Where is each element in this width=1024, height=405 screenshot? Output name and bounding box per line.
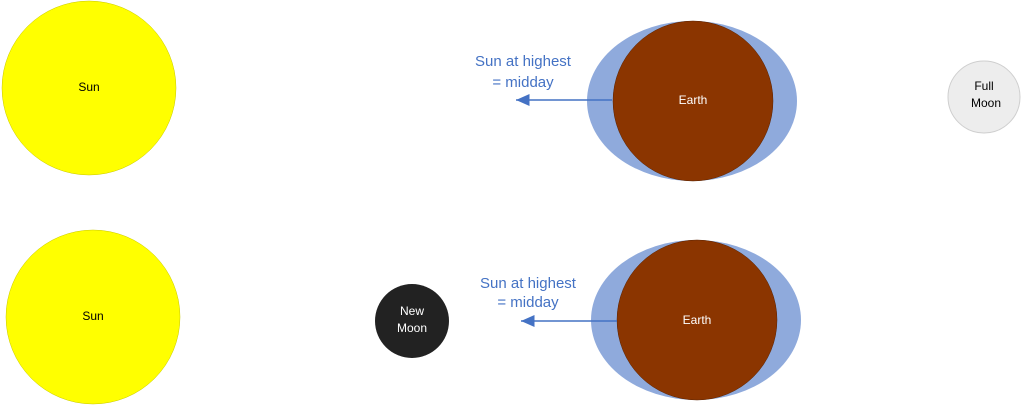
moon xyxy=(375,284,449,358)
moon xyxy=(947,60,1021,134)
moon-label: New xyxy=(400,304,424,318)
earth xyxy=(612,20,774,182)
annotation: Sun at highest xyxy=(475,53,572,70)
annotation: = midday xyxy=(497,294,559,311)
earth-label: Earth xyxy=(679,93,708,107)
moon-label: Full xyxy=(974,79,993,93)
moon-label: Moon xyxy=(397,321,427,335)
panel-new-moon: Sun Earth New Moon Sun at highest = midd… xyxy=(5,229,801,405)
sun xyxy=(1,0,177,176)
earth-label: Earth xyxy=(683,313,712,327)
sun xyxy=(5,229,181,405)
earth xyxy=(616,239,778,401)
moon-label: Moon xyxy=(971,96,1001,110)
sun-label: Sun xyxy=(78,80,99,94)
panel-full-moon: Sun Earth Full Moon Sun at highest = mid… xyxy=(1,0,1021,182)
annotation: = midday xyxy=(492,74,554,91)
sun-label: Sun xyxy=(82,309,103,323)
annotation: Sun at highest xyxy=(480,275,577,292)
